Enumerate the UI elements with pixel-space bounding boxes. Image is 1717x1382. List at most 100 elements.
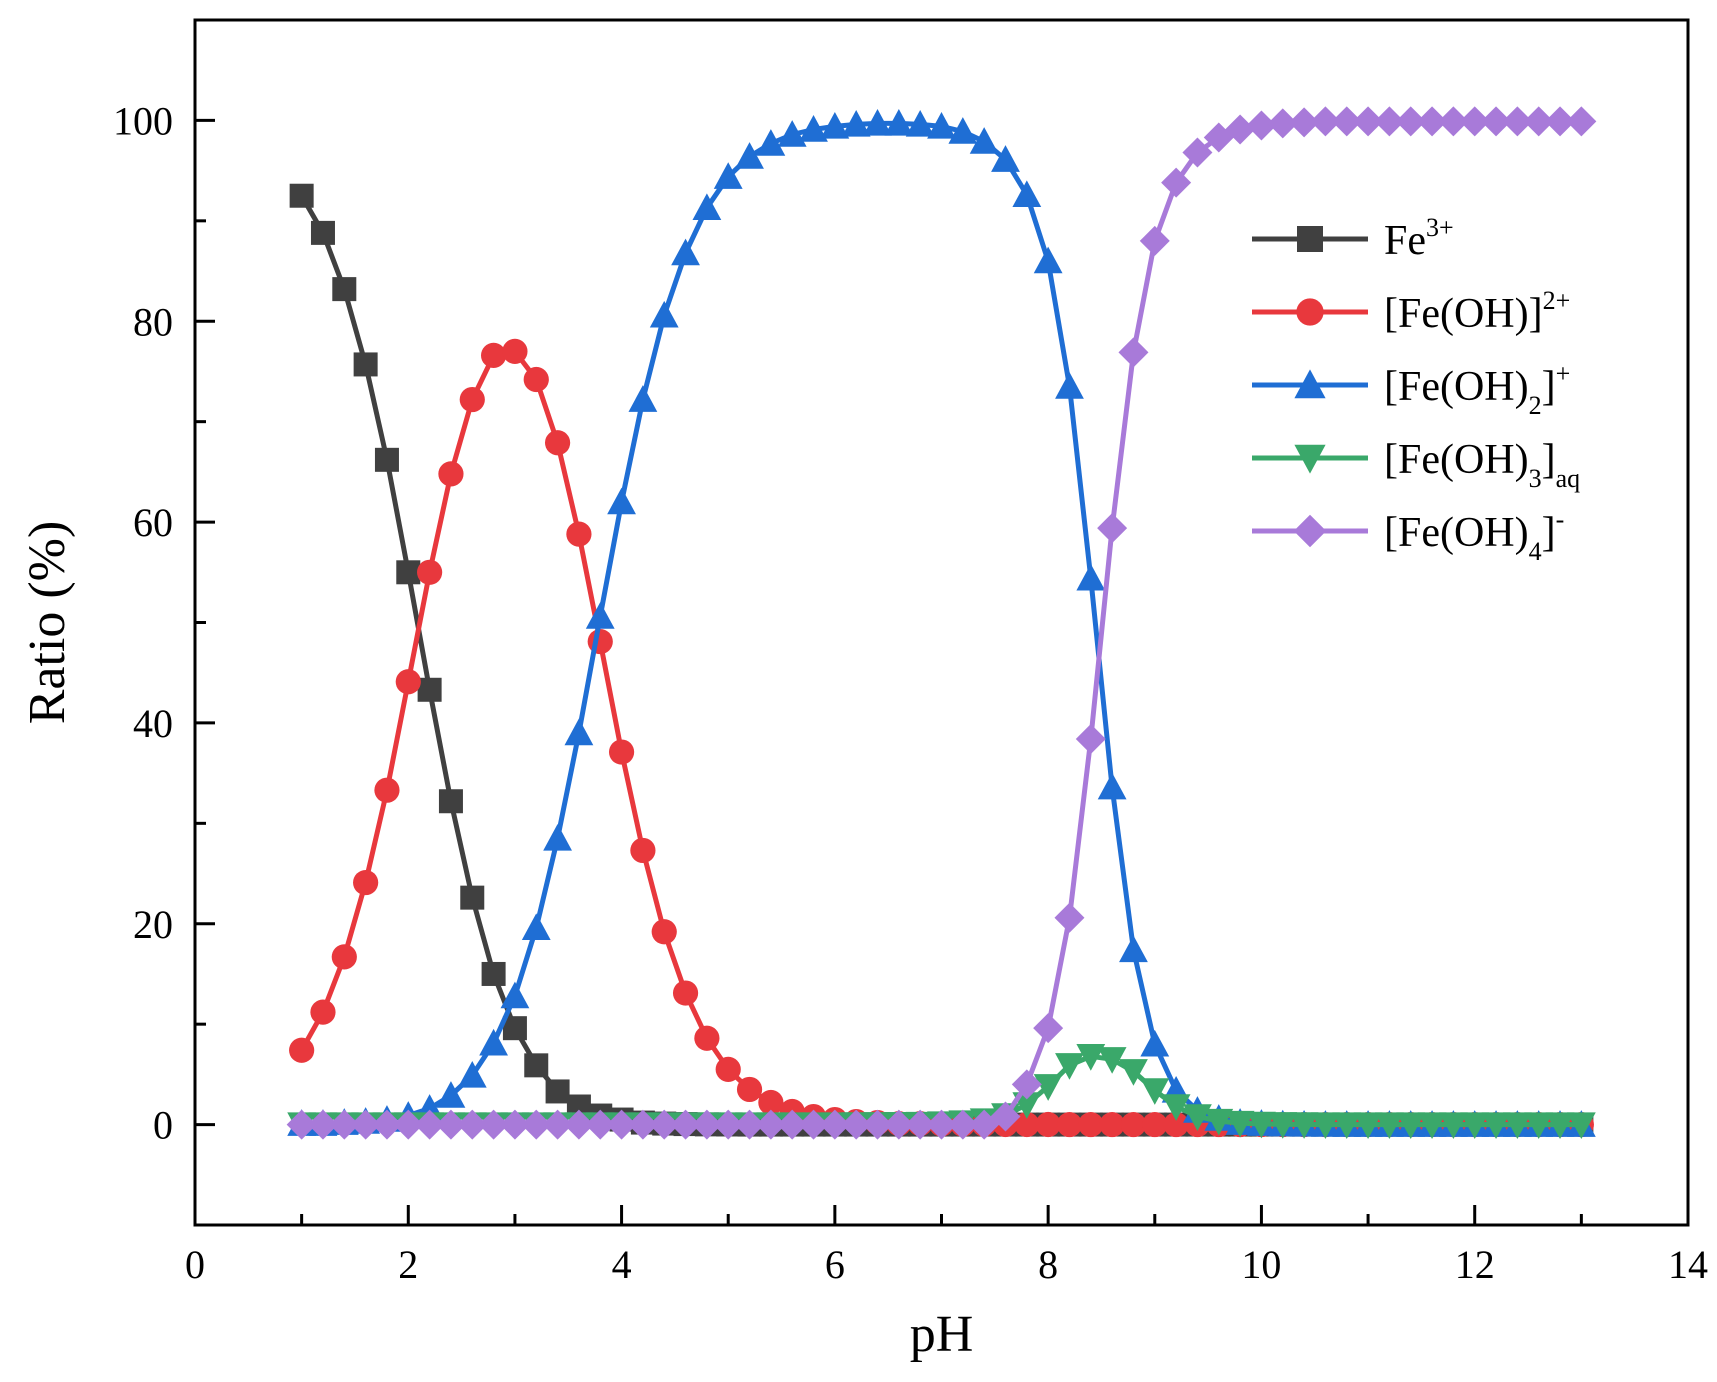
data-point: [289, 183, 314, 208]
data-point: [606, 1109, 637, 1140]
data-point: [1417, 1112, 1447, 1139]
data-point: [563, 1109, 594, 1140]
data-point: [585, 1109, 616, 1140]
data-point: [1545, 1112, 1575, 1139]
data-point: [417, 677, 442, 702]
data-point: [1417, 106, 1448, 137]
data-point: [1566, 1112, 1596, 1139]
data-point: [523, 366, 549, 393]
data-point: [1246, 110, 1277, 141]
x-tick-label: 0: [185, 1242, 205, 1287]
data-point: [1118, 337, 1149, 368]
data-point: [1481, 1112, 1511, 1139]
data-point: [1119, 935, 1148, 963]
data-point: [587, 628, 613, 655]
data-point: [502, 1016, 527, 1041]
data-point: [1204, 1108, 1234, 1136]
data-point: [926, 1109, 957, 1140]
data-point: [1078, 1111, 1104, 1138]
data-point: [863, 109, 892, 136]
data-point: [417, 559, 443, 585]
data-point: [1310, 106, 1341, 137]
data-point: [1289, 1112, 1319, 1139]
data-point: [374, 777, 400, 803]
data-point: [1055, 1053, 1084, 1080]
data-point: [353, 869, 379, 896]
legend-label: [Fe(OH)2]+: [1384, 359, 1570, 420]
legend-label: Fe3+: [1384, 213, 1454, 264]
data-point: [883, 1109, 914, 1140]
data-point: [1396, 1112, 1426, 1139]
data-point: [1075, 723, 1106, 754]
data-point: [438, 461, 464, 487]
data-point: [286, 1109, 317, 1140]
data-point: [459, 386, 485, 413]
data-point: [457, 1109, 488, 1140]
legend-item: [Fe(OH)3]aq: [1252, 437, 1580, 493]
data-point: [1481, 106, 1512, 137]
data-point: [521, 1109, 552, 1140]
x-tick-label: 2: [398, 1242, 418, 1287]
data-point: [1247, 1111, 1276, 1139]
data-point: [1140, 1078, 1170, 1105]
data-point: [1395, 106, 1426, 137]
data-point: [479, 1028, 508, 1056]
data-point: [1033, 1013, 1064, 1044]
data-point: [608, 739, 635, 765]
data-point: [481, 961, 506, 986]
data-point: [1460, 1112, 1490, 1139]
data-point: [672, 980, 699, 1006]
data-point: [1139, 225, 1170, 256]
data-point: [481, 342, 507, 368]
data-point: [1140, 1029, 1170, 1057]
data-point: [1438, 1112, 1468, 1139]
data-point: [1055, 372, 1084, 399]
axis-tick-labels: 0 2 4 6 8 10 12 14 0 20 40 60 80 100: [113, 98, 1708, 1287]
data-point: [1161, 1094, 1191, 1121]
y-tick-label: 60: [133, 500, 173, 545]
data-point: [544, 430, 571, 456]
data-point: [1332, 1112, 1362, 1139]
data-point: [289, 1037, 315, 1063]
legend-label: [Fe(OH)4]-: [1384, 505, 1564, 566]
data-point: [1120, 1111, 1147, 1138]
legend: Fe3+ [Fe(OH)]2+ [Fe(OH)2]+ [Fe(OH)3]aq [Fe(O…: [1252, 213, 1580, 566]
data-point: [755, 1109, 786, 1140]
data-point: [649, 300, 679, 328]
data-point: [927, 112, 956, 139]
data-point: [1311, 1112, 1340, 1139]
data-point: [628, 385, 658, 412]
data-point: [694, 1025, 720, 1051]
legend-item: Fe3+: [1252, 213, 1454, 264]
data-point: [991, 145, 1020, 172]
data-point: [819, 1109, 850, 1140]
data-point: [1459, 106, 1490, 137]
data-point: [371, 1109, 402, 1140]
legend-item: [Fe(OH)2]+: [1252, 359, 1570, 420]
legend-item: [Fe(OH)]2+: [1252, 286, 1570, 337]
data-point: [841, 1109, 872, 1140]
legend-marker: [1294, 369, 1326, 399]
x-tick-label: 12: [1455, 1242, 1495, 1287]
axis-ticks: [193, 18, 1690, 1227]
data-point: [310, 999, 336, 1025]
data-point: [414, 1109, 445, 1140]
data-point: [350, 1109, 381, 1140]
data-point: [713, 1109, 744, 1140]
x-tick-label: 6: [825, 1242, 845, 1287]
data-point: [799, 115, 828, 142]
legend-marker: [1294, 444, 1326, 474]
data-point: [1331, 106, 1362, 137]
data-point: [630, 837, 656, 864]
y-tick-label: 20: [133, 902, 173, 947]
data-point: [1289, 107, 1320, 138]
data-point: [1502, 106, 1533, 137]
data-point: [1054, 902, 1085, 933]
legend-marker: [1293, 514, 1327, 548]
data-point: [905, 110, 935, 137]
data-point: [460, 885, 485, 910]
data-point: [1097, 772, 1127, 800]
data-point: [499, 1109, 530, 1140]
